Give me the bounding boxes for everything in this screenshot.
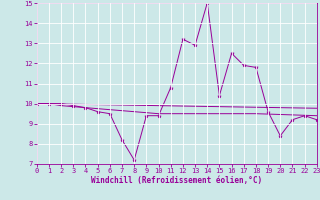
X-axis label: Windchill (Refroidissement éolien,°C): Windchill (Refroidissement éolien,°C) <box>91 176 262 185</box>
